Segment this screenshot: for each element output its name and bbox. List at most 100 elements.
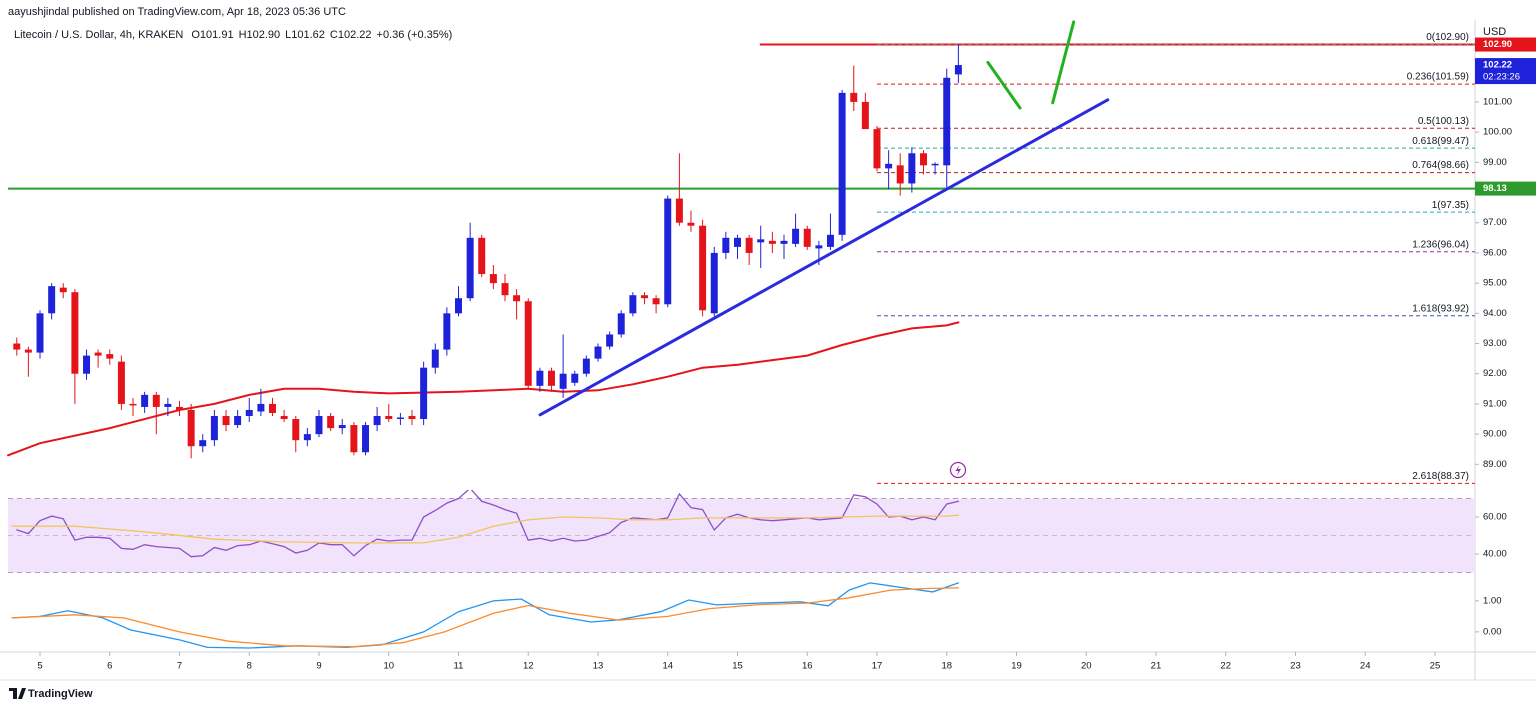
candle-body bbox=[24, 349, 32, 353]
candle-body bbox=[594, 346, 602, 359]
candle-body bbox=[129, 403, 137, 406]
candle-body bbox=[536, 370, 544, 386]
x-tick-label: 12 bbox=[523, 661, 534, 672]
candle-body bbox=[48, 286, 56, 314]
candle-body bbox=[94, 352, 102, 356]
candle-body bbox=[234, 416, 242, 426]
candle-body bbox=[36, 313, 44, 353]
fib-label: 0.5(100.13) bbox=[1418, 116, 1469, 127]
candle-body bbox=[675, 198, 683, 223]
fib-label: 1.236(96.04) bbox=[1412, 239, 1469, 250]
candle-body bbox=[408, 416, 416, 420]
y-tick-label: 91.00 bbox=[1483, 398, 1507, 409]
alert-icon bbox=[949, 461, 967, 479]
candle-body bbox=[652, 298, 660, 305]
candle-body bbox=[362, 425, 370, 453]
candle-body bbox=[792, 228, 800, 244]
trend-drawing bbox=[1051, 20, 1076, 105]
candle-body bbox=[245, 409, 253, 417]
candle-body bbox=[513, 295, 521, 302]
candle-body bbox=[210, 416, 218, 441]
x-tick-label: 8 bbox=[247, 661, 252, 672]
candle-body bbox=[617, 313, 625, 335]
candle-body bbox=[222, 416, 230, 426]
y-tick-label: 101.00 bbox=[1483, 96, 1512, 107]
candle-body bbox=[734, 237, 741, 247]
x-tick-label: 25 bbox=[1430, 661, 1441, 672]
symbol-name: Litecoin / U.S. Dollar, 4h, KRAKEN bbox=[14, 29, 183, 41]
y-tick-label: 89.00 bbox=[1483, 459, 1507, 470]
fib-label: 0(102.90) bbox=[1426, 32, 1469, 43]
candle-body bbox=[745, 237, 753, 253]
candle-body bbox=[943, 77, 951, 166]
candle-body bbox=[478, 237, 486, 275]
candle-body bbox=[722, 237, 730, 253]
y-tick-label: 94.00 bbox=[1483, 308, 1507, 319]
candle-body bbox=[885, 163, 893, 169]
y-tick-label: 40.00 bbox=[1483, 548, 1507, 559]
symbol-legend: Litecoin / U.S. Dollar, 4h, KRAKEN O101.… bbox=[14, 29, 452, 41]
candle-body bbox=[664, 198, 672, 305]
fib-label: 2.618(88.37) bbox=[1412, 471, 1469, 482]
candle-body bbox=[59, 287, 67, 293]
candle-body bbox=[954, 65, 962, 75]
candle-body bbox=[187, 409, 195, 447]
candle-body bbox=[431, 349, 439, 368]
price-tag-label: 98.13 bbox=[1483, 183, 1507, 194]
candle-body bbox=[106, 354, 114, 359]
candle-body bbox=[268, 403, 276, 413]
fib-label: 0.764(98.66) bbox=[1412, 160, 1469, 171]
price-tag-label: 102.22 bbox=[1483, 60, 1512, 71]
alert-bolt bbox=[955, 465, 961, 476]
pane bbox=[8, 490, 1475, 573]
brand-name: TradingView bbox=[28, 688, 93, 700]
x-tick-label: 22 bbox=[1220, 661, 1231, 672]
candle-body bbox=[420, 367, 428, 420]
y-tick-label: 95.00 bbox=[1483, 278, 1507, 289]
x-tick-label: 6 bbox=[107, 661, 112, 672]
x-tick-label: 17 bbox=[872, 661, 883, 672]
candle-body bbox=[524, 301, 532, 386]
ohlc-value: L101.62 bbox=[285, 29, 325, 41]
candle-body bbox=[455, 298, 462, 314]
fib-label: 0.236(101.59) bbox=[1407, 72, 1469, 83]
candle-body bbox=[896, 165, 904, 184]
price-tag bbox=[1475, 58, 1536, 85]
x-tick-label: 23 bbox=[1290, 661, 1301, 672]
trend-drawing bbox=[538, 98, 1110, 417]
candle-body bbox=[803, 228, 811, 247]
brand-mark bbox=[9, 688, 26, 699]
y-tick-label: 99.00 bbox=[1483, 157, 1507, 168]
y-tick-label: 1.00 bbox=[1483, 595, 1502, 606]
x-tick-label: 19 bbox=[1011, 661, 1022, 672]
candle-body bbox=[443, 313, 451, 350]
candle-body bbox=[257, 403, 265, 412]
price-tag bbox=[1475, 37, 1536, 52]
candle-body bbox=[920, 153, 927, 166]
x-tick-label: 13 bbox=[593, 661, 604, 672]
x-tick-label: 11 bbox=[454, 661, 464, 672]
candle-body bbox=[861, 101, 869, 130]
y-tick-label: 100.00 bbox=[1483, 127, 1512, 138]
y-tick-label: 60.00 bbox=[1483, 512, 1507, 523]
candle-body bbox=[489, 274, 497, 284]
price-change: +0.36 (+0.35%) bbox=[377, 29, 453, 41]
candle-body bbox=[141, 394, 149, 407]
candle-body bbox=[606, 334, 614, 347]
candle-body bbox=[571, 373, 579, 383]
candle-body bbox=[559, 373, 567, 389]
candle-body bbox=[396, 417, 404, 420]
candle-body bbox=[641, 295, 649, 299]
trend-drawing bbox=[986, 60, 1022, 110]
ohlc-value: C102.22 bbox=[330, 29, 372, 41]
y-tick-label: 92.00 bbox=[1483, 368, 1507, 379]
candle-body bbox=[501, 283, 509, 296]
fib-label: 0.618(99.47) bbox=[1412, 136, 1469, 147]
y-tick-label: 96.00 bbox=[1483, 247, 1507, 258]
candle-body bbox=[826, 234, 834, 247]
x-tick-label: 15 bbox=[732, 661, 743, 672]
candle-body bbox=[338, 425, 346, 429]
ohlc-value: O101.91 bbox=[191, 29, 233, 41]
